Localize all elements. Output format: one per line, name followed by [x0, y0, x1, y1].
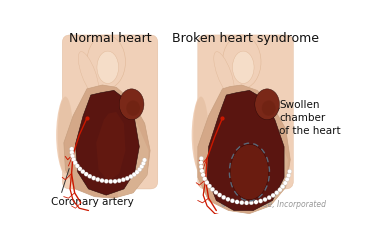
Circle shape — [84, 172, 88, 176]
Ellipse shape — [126, 100, 140, 116]
Ellipse shape — [223, 35, 261, 89]
Text: Coronary artery: Coronary artery — [51, 197, 134, 207]
Circle shape — [283, 181, 287, 185]
Ellipse shape — [233, 51, 254, 84]
Circle shape — [70, 154, 75, 158]
Text: © Healthwise, Incorporated: © Healthwise, Incorporated — [220, 200, 326, 209]
Polygon shape — [64, 85, 150, 198]
Circle shape — [139, 164, 144, 169]
Circle shape — [285, 177, 289, 181]
Ellipse shape — [78, 52, 99, 95]
Circle shape — [287, 173, 291, 178]
Ellipse shape — [255, 89, 279, 120]
Text: Swollen
chamber
of the heart: Swollen chamber of the heart — [279, 100, 341, 136]
Text: Broken heart syndrome: Broken heart syndrome — [172, 32, 319, 45]
Polygon shape — [198, 85, 290, 214]
Circle shape — [78, 167, 82, 171]
Circle shape — [244, 201, 249, 205]
Circle shape — [199, 161, 203, 165]
FancyBboxPatch shape — [62, 35, 158, 189]
Circle shape — [240, 200, 244, 205]
Circle shape — [70, 150, 74, 155]
Circle shape — [214, 190, 218, 194]
Ellipse shape — [97, 51, 118, 84]
Circle shape — [235, 200, 239, 204]
Circle shape — [258, 199, 263, 203]
Circle shape — [129, 174, 133, 179]
Polygon shape — [253, 106, 288, 212]
FancyBboxPatch shape — [198, 35, 293, 189]
Circle shape — [271, 193, 275, 198]
Circle shape — [210, 187, 215, 192]
Circle shape — [203, 177, 207, 181]
Circle shape — [199, 165, 204, 169]
Circle shape — [104, 179, 109, 183]
Ellipse shape — [56, 89, 87, 181]
Circle shape — [109, 179, 113, 184]
Circle shape — [132, 172, 136, 177]
Polygon shape — [75, 90, 139, 195]
Circle shape — [81, 169, 85, 174]
Circle shape — [275, 191, 279, 195]
Circle shape — [142, 158, 147, 162]
Circle shape — [281, 184, 285, 189]
Circle shape — [73, 161, 77, 165]
Circle shape — [200, 169, 204, 173]
Ellipse shape — [119, 89, 144, 120]
Circle shape — [254, 200, 258, 204]
Circle shape — [70, 147, 74, 151]
Circle shape — [278, 188, 282, 192]
Circle shape — [267, 195, 271, 200]
Ellipse shape — [58, 96, 73, 174]
Circle shape — [249, 201, 254, 205]
Circle shape — [100, 178, 104, 183]
Circle shape — [113, 179, 117, 183]
Circle shape — [92, 176, 96, 180]
Circle shape — [141, 161, 146, 165]
Ellipse shape — [262, 100, 276, 116]
Circle shape — [226, 197, 230, 201]
Circle shape — [207, 184, 212, 188]
Polygon shape — [96, 112, 125, 181]
Circle shape — [121, 178, 125, 182]
Ellipse shape — [230, 144, 269, 200]
Circle shape — [96, 177, 100, 182]
Ellipse shape — [193, 96, 209, 174]
Circle shape — [135, 170, 139, 174]
Circle shape — [201, 173, 205, 177]
Circle shape — [230, 199, 234, 203]
Ellipse shape — [214, 52, 234, 95]
Circle shape — [199, 156, 204, 161]
Circle shape — [75, 164, 79, 168]
Circle shape — [88, 174, 92, 178]
Circle shape — [287, 169, 292, 174]
Ellipse shape — [87, 35, 125, 89]
Polygon shape — [118, 104, 149, 197]
Circle shape — [125, 176, 130, 180]
Circle shape — [217, 193, 222, 197]
Circle shape — [222, 195, 226, 199]
Circle shape — [71, 157, 76, 162]
Circle shape — [263, 197, 267, 202]
Circle shape — [117, 179, 121, 183]
Polygon shape — [207, 90, 284, 210]
Circle shape — [138, 167, 142, 172]
Ellipse shape — [192, 89, 223, 181]
Circle shape — [205, 180, 209, 185]
Text: Normal heart: Normal heart — [69, 32, 151, 45]
